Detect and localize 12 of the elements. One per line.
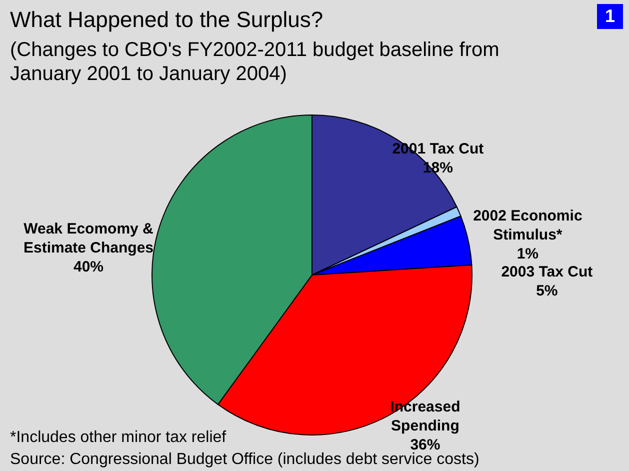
slice-label: 2002 Economic Stimulus*: [473, 207, 582, 244]
chart-subtitle: (Changes to CBO's FY2002-2011 budget baseline from January 2001 to January 2004): [10, 39, 500, 85]
page-number-badge: 1: [596, 4, 623, 29]
source-note: Source: Congressional Budget Office (includes debt service costs): [10, 451, 480, 468]
data-label: 5%: [536, 282, 558, 300]
data-label: 40%: [73, 258, 104, 276]
data-label: 36%: [410, 436, 440, 454]
slice-label: 2003 Tax Cut: [501, 263, 593, 280]
slice-label: Weak Ecomomy & Estimate Changes: [23, 220, 154, 257]
text: *Includes other minor tax relief: [10, 429, 227, 446]
data-label: 1%: [516, 245, 539, 262]
chart-title: What Happened to the Surplus?: [10, 7, 324, 32]
